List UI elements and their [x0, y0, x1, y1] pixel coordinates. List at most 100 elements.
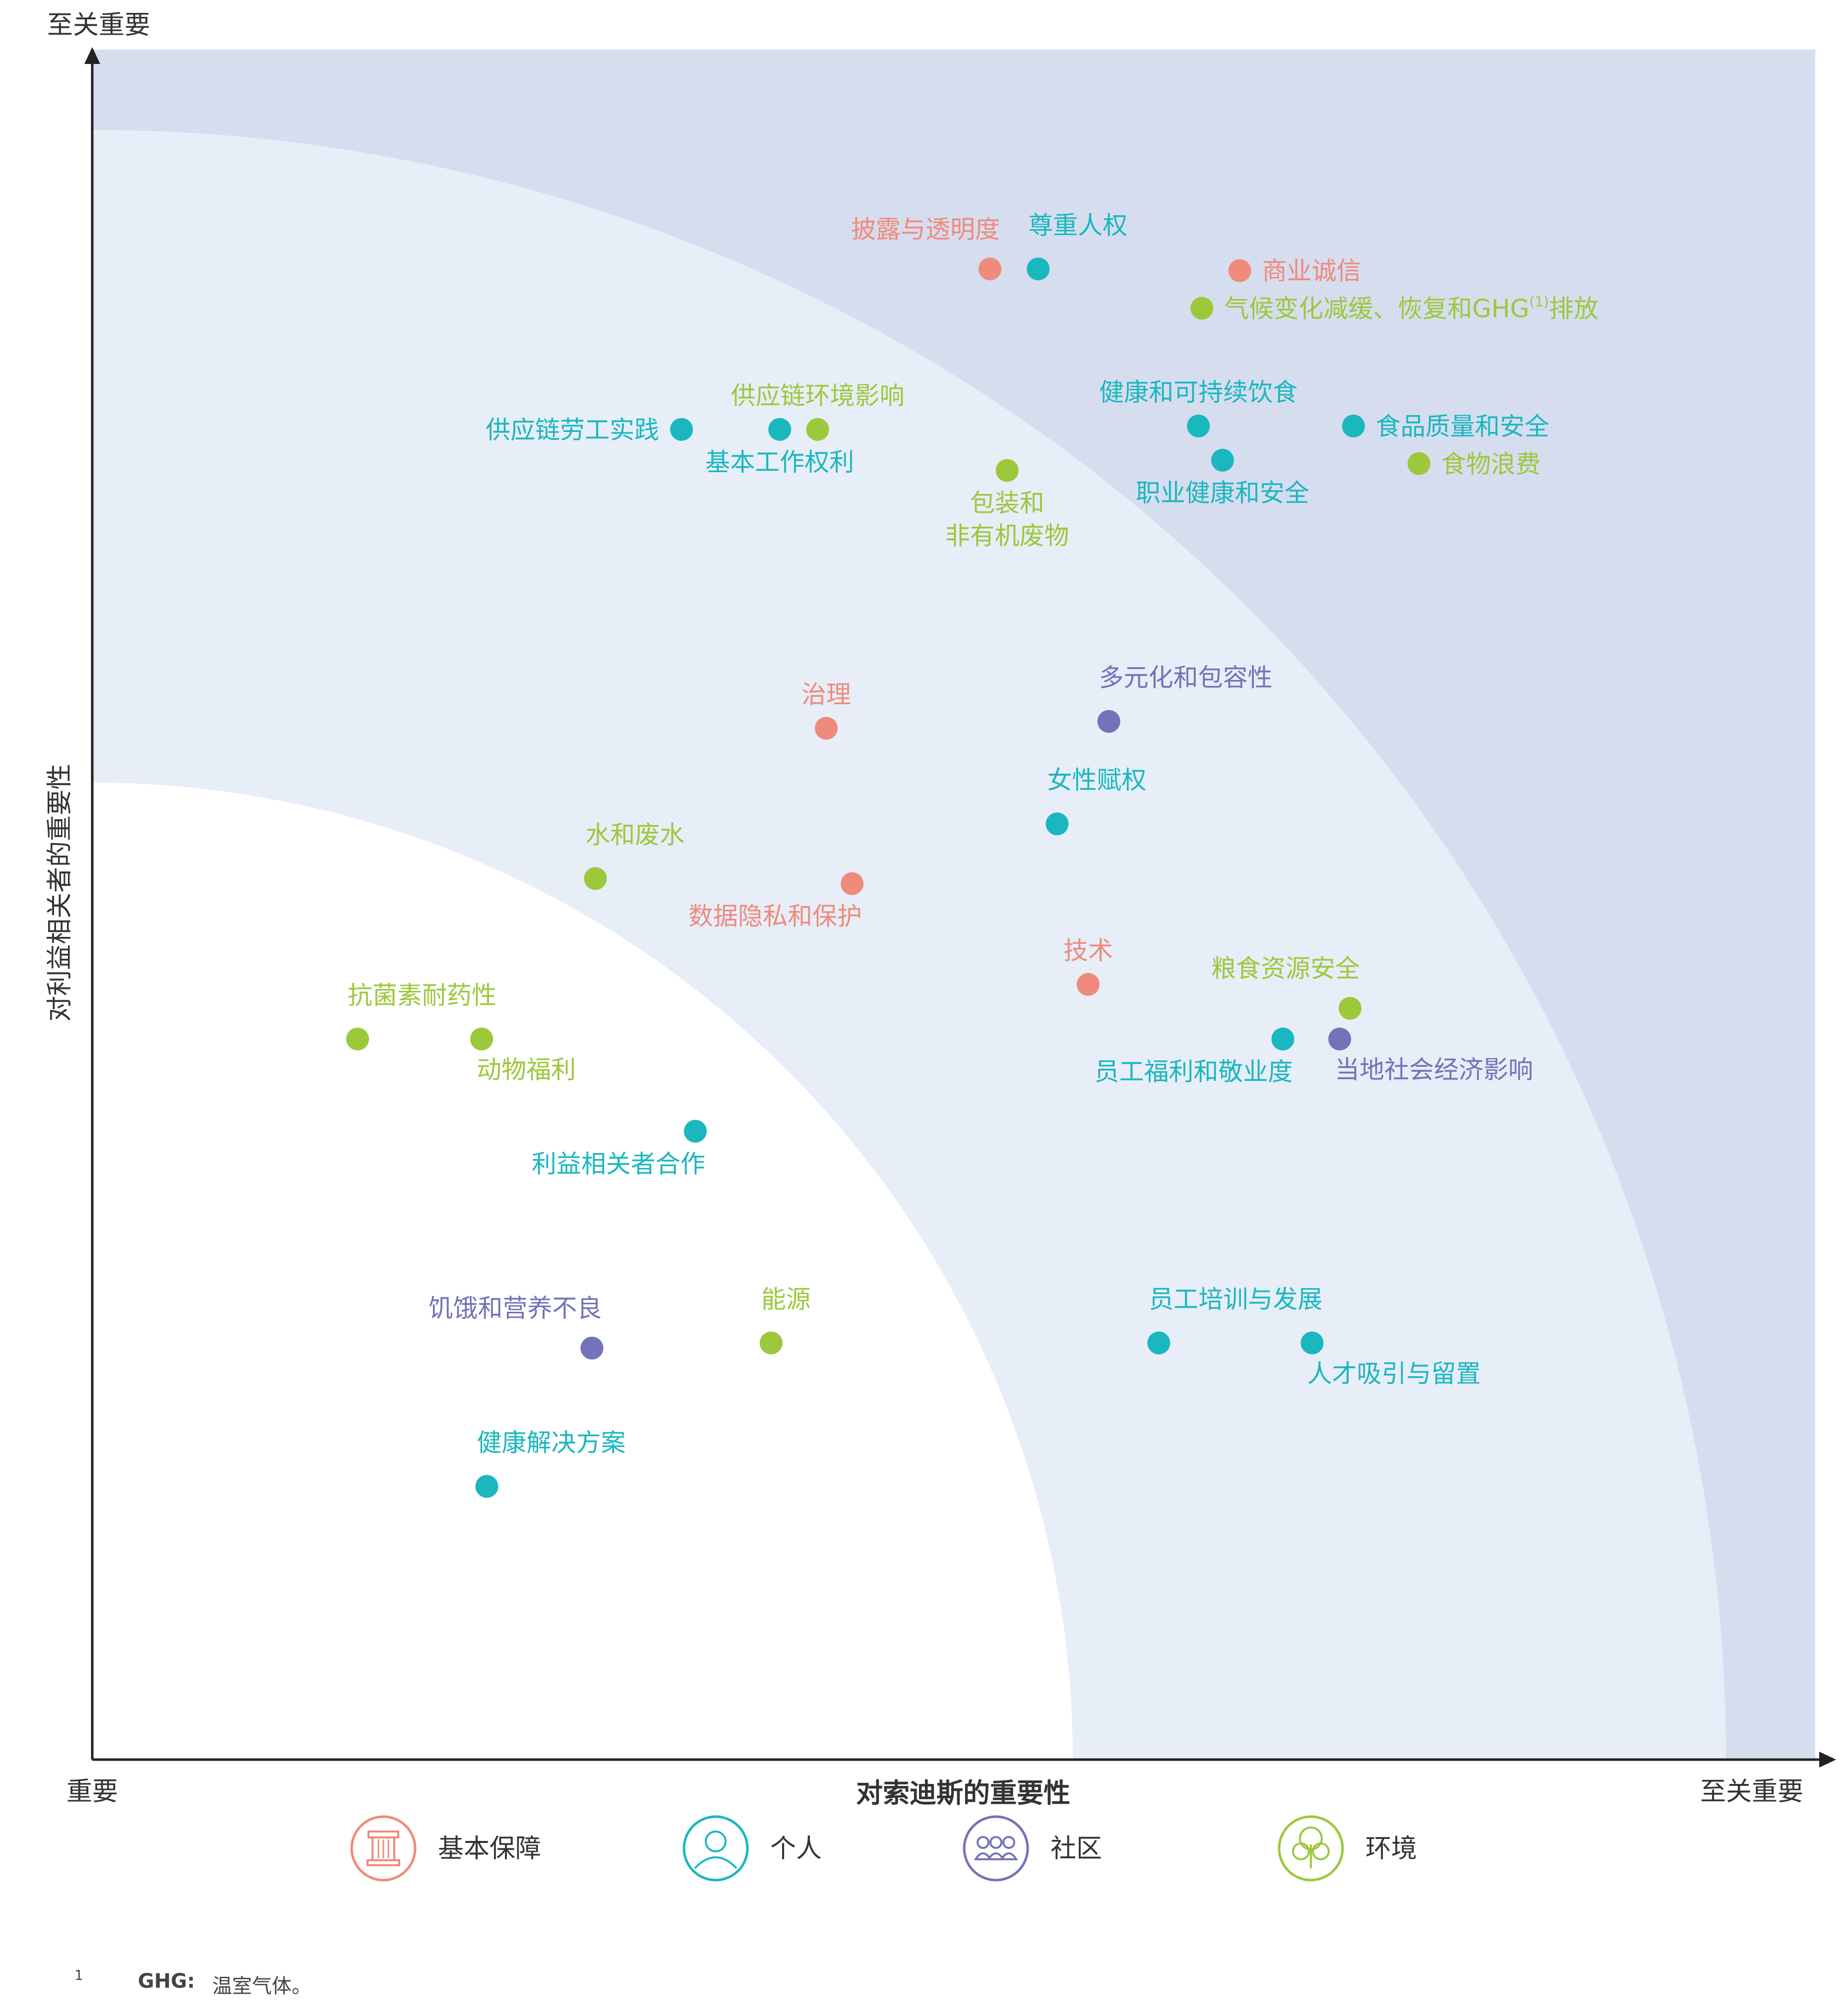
label-text: 健康和可持续饮食: [1099, 378, 1297, 407]
label-text: 利益相关者合作: [532, 1150, 705, 1178]
legend-label: 个人: [770, 1834, 822, 1864]
point-22: 动物福利: [470, 1028, 576, 1084]
data-point-marker: [475, 1475, 498, 1498]
point-15: 水和废水: [584, 820, 684, 890]
point-17: 技术: [1063, 936, 1113, 996]
data-point-marker: [1187, 415, 1210, 438]
data-point-label: 利益相关者合作: [532, 1150, 705, 1178]
data-point-marker: [1228, 259, 1251, 282]
label-text: 尊重人权: [1028, 211, 1127, 240]
point-12: 治理: [801, 680, 851, 740]
data-point-label: 能源: [761, 1285, 811, 1314]
legend-item-community: 社区: [963, 1815, 1102, 1882]
data-point-marker: [1147, 1331, 1170, 1354]
label-text: 抗菌素耐药性: [348, 981, 496, 1010]
data-point-label: 食物浪费: [1441, 450, 1540, 479]
label-text: 员工培训与发展: [1149, 1285, 1322, 1314]
data-point-label: 供应链环境影响: [731, 381, 905, 410]
data-point-marker: [768, 418, 792, 441]
data-point-label-line2: 非有机废物: [945, 522, 1069, 550]
label-text: 动物福利: [477, 1055, 576, 1084]
x-axis-title: 对索迪斯的重要性: [856, 1777, 1070, 1809]
data-point-marker: [759, 1331, 783, 1354]
label-text: 当地社会经济影响: [1335, 1055, 1533, 1084]
data-point-label: 尊重人权: [1028, 211, 1127, 240]
point-20: 当地社会经济影响: [1328, 1028, 1533, 1084]
legend-item-individual: 个人: [682, 1815, 822, 1882]
footnote-definition: 温室气体。: [212, 1975, 311, 1998]
data-point-label: 基本工作权利: [705, 448, 854, 477]
label-text: 食品质量和安全: [1376, 412, 1549, 441]
data-point-label: 饥饿和营养不良: [428, 1294, 602, 1323]
y-axis-arrow: [84, 47, 100, 64]
data-point-marker: [584, 867, 607, 890]
data-point-label: 披露与透明度: [851, 215, 1000, 244]
label-text: 女性赋权: [1047, 766, 1146, 794]
label-text: 粮食资源安全: [1211, 954, 1360, 983]
data-point-marker: [1342, 415, 1365, 438]
label-text: 供应链环境影响: [731, 381, 905, 410]
category-legend: 基本保障 个人 社区 环境: [350, 1815, 1417, 1882]
label-text: 食物浪费: [1441, 450, 1540, 479]
data-point-label: 数据隐私和保护: [688, 902, 862, 931]
point-5: 供应链劳工实践: [486, 416, 693, 444]
point-6: 基本工作权利: [705, 418, 854, 477]
point-24: 饥饿和营养不良: [428, 1294, 604, 1360]
data-point-label: 供应链劳工实践: [486, 416, 659, 444]
point-25: 能源: [759, 1285, 811, 1354]
point-16: 数据隐私和保护: [688, 872, 864, 931]
data-point-marker: [1211, 448, 1234, 472]
group-icon: [963, 1815, 1029, 1882]
data-point-marker: [806, 418, 829, 441]
data-point-marker: [995, 459, 1019, 482]
point-27: 人才吸引与留置: [1300, 1331, 1481, 1388]
x-axis-arrow: [1819, 1752, 1836, 1768]
point-1: 尊重人权: [1027, 211, 1127, 281]
data-point-label: 健康解决方案: [477, 1428, 626, 1457]
label-text: 气候变化减缓、恢复和GHG: [1224, 294, 1529, 323]
tree-icon: [1278, 1815, 1344, 1882]
point-21: 抗菌素耐药性: [346, 981, 496, 1051]
data-point-label: 食品质量和安全: [1376, 412, 1549, 441]
legend-label: 基本保障: [438, 1834, 541, 1864]
point-28: 健康解决方案: [475, 1428, 626, 1498]
data-point-marker: [580, 1337, 604, 1360]
zone-inner: [92, 783, 1073, 1760]
data-point-marker: [1339, 997, 1362, 1020]
data-point-label: 技术: [1063, 936, 1113, 965]
data-point-label: 员工福利和敬业度: [1095, 1057, 1293, 1086]
data-point-label: 职业健康和安全: [1136, 479, 1309, 507]
data-point-marker: [670, 418, 693, 441]
point-18: 粮食资源安全: [1211, 954, 1362, 1020]
label-text: 员工福利和敬业度: [1095, 1057, 1293, 1086]
label-text: 数据隐私和保护: [688, 902, 862, 931]
point-9: 职业健康和安全: [1136, 448, 1309, 507]
point-10: 食物浪费: [1407, 450, 1540, 479]
data-point-label: 气候变化减缓、恢复和GHG(1)排放: [1224, 293, 1599, 323]
point-23: 利益相关者合作: [532, 1119, 707, 1178]
x-axis-low-label: 重要: [66, 1777, 118, 1807]
data-point-label: 当地社会经济影响: [1335, 1055, 1533, 1084]
data-point-marker: [1271, 1028, 1294, 1051]
data-point-label: 粮食资源安全: [1211, 954, 1360, 983]
data-point-marker: [1027, 257, 1050, 281]
label-superscript: (1): [1529, 293, 1549, 309]
label-text: 水和废水: [585, 820, 684, 849]
label-text: 职业健康和安全: [1136, 479, 1309, 507]
data-point-marker: [814, 717, 838, 740]
label-text: 能源: [761, 1285, 811, 1314]
label-text: 健康解决方案: [477, 1428, 626, 1457]
data-point-label: 商业诚信: [1262, 257, 1361, 286]
point-13: 多元化和包容性: [1097, 664, 1273, 733]
data-point-label: 包装和: [970, 489, 1045, 518]
x-axis-high-label: 至关重要: [1700, 1777, 1803, 1807]
data-point-marker: [841, 872, 864, 895]
person-icon: [682, 1815, 749, 1882]
data-point-label: 人才吸引与留置: [1307, 1359, 1481, 1388]
point-2: 商业诚信: [1228, 257, 1361, 286]
data-point-marker: [1328, 1028, 1352, 1051]
label-text: 商业诚信: [1262, 257, 1361, 286]
point-3: 气候变化减缓、恢复和GHG(1)排放: [1190, 293, 1599, 323]
